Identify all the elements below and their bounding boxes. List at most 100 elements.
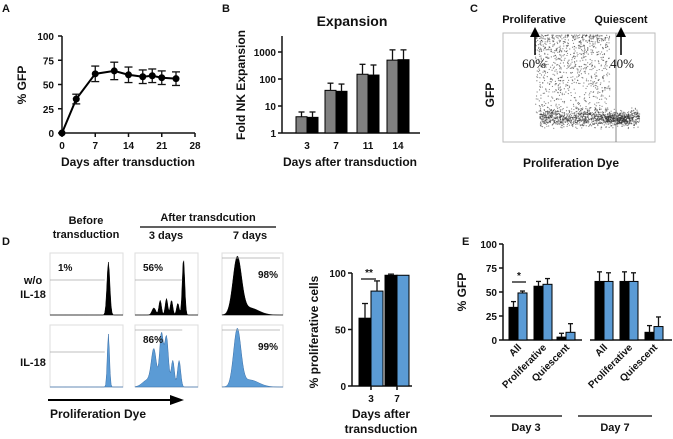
c-scatter-point [588, 109, 590, 111]
c-scatter-point [543, 77, 545, 79]
c-scatter-point [557, 118, 559, 120]
c-scatter-point [564, 38, 566, 41]
c-scatter-point [594, 43, 596, 45]
c-scatter-point [573, 116, 576, 119]
c-scatter-point [626, 117, 628, 119]
a-x-label: Days after transduction [61, 155, 195, 169]
c-scatter-point [569, 67, 571, 69]
c-scatter-point [574, 39, 576, 41]
c-scatter-point [638, 120, 640, 122]
c-scatter-point [555, 116, 557, 118]
c-scatter-point [567, 44, 569, 46]
c-scatter-point [617, 118, 619, 120]
c-scatter-point [597, 42, 599, 44]
c-scatter-point [629, 114, 631, 116]
c-scatter-point [553, 120, 555, 122]
c-scatter-point [608, 39, 610, 41]
c-scatter-point [562, 114, 564, 116]
c-scatter-point [562, 120, 564, 122]
c-scatter-point [588, 36, 590, 38]
c-scatter-point [553, 118, 555, 120]
c-scatter-point [582, 38, 584, 40]
c-scatter-point [626, 114, 628, 117]
c-scatter-point [568, 59, 570, 61]
c-scatter-point [555, 123, 557, 125]
c-scatter-point [567, 42, 569, 44]
c-scatter-point [548, 111, 551, 113]
c-scatter-point [606, 119, 609, 121]
dbar-x-label: Days after [352, 407, 410, 421]
c-scatter-point [579, 70, 582, 72]
c-scatter-point [573, 105, 575, 107]
c-scatter-point [620, 113, 622, 115]
c-scatter-point [598, 112, 600, 114]
c-scatter-point [630, 122, 632, 125]
c-plot-frame [502, 32, 656, 143]
c-scatter-point [633, 109, 635, 112]
c-scatter-point [606, 68, 608, 70]
c-scatter-point [604, 121, 606, 123]
c-scatter-point [584, 72, 586, 74]
c-scatter-point [574, 50, 576, 52]
c-scatter-point [563, 88, 565, 90]
c-scatter-point [540, 121, 542, 123]
c-scatter-point [558, 46, 560, 48]
c-scatter-point [574, 121, 576, 124]
c-scatter-point [550, 114, 552, 116]
c-scatter-point [595, 105, 597, 107]
c-scatter-point [568, 79, 570, 81]
c-scatter-point [606, 116, 608, 118]
c-scatter-point [582, 85, 584, 87]
c-scatter-point [627, 117, 629, 119]
c-scatter-point [566, 114, 569, 116]
c-scatter-point [570, 94, 572, 97]
c-scatter-point [597, 118, 599, 121]
c-scatter-point [581, 108, 584, 111]
c-scatter-point [612, 127, 614, 129]
c-scatter-point [568, 124, 571, 126]
c-scatter-point [570, 119, 572, 121]
c-scatter-point [601, 35, 603, 37]
c-scatter-point [556, 117, 558, 119]
c-scatter-point [550, 56, 552, 58]
c-scatter-point [589, 107, 591, 109]
c-scatter-point [610, 112, 612, 115]
c-scatter-point [543, 79, 546, 82]
c-scatter-point [559, 121, 562, 123]
c-scatter-point [561, 38, 563, 40]
c-scatter-point [590, 49, 592, 51]
c-scatter-point [591, 125, 593, 127]
c-scatter-point [558, 94, 561, 96]
c-scatter-point [552, 97, 554, 99]
c-scatter-point [538, 58, 540, 60]
c-scatter-point [576, 37, 578, 39]
c-scatter-point [585, 55, 587, 58]
d-histogram [134, 331, 198, 388]
c-scatter-point [601, 105, 603, 107]
c-scatter-point [610, 121, 612, 123]
c-scatter-point [543, 47, 546, 50]
b-xtick-label: 3 [304, 141, 310, 152]
c-scatter-point [553, 113, 555, 115]
c-scatter-point [601, 123, 603, 125]
c-scatter-point [567, 66, 569, 69]
c-scatter-point [560, 98, 562, 100]
c-scatter-point [562, 116, 565, 118]
e-group-label: Day 3 [511, 422, 540, 434]
c-scatter-point [547, 39, 549, 41]
e-bar-blue [628, 280, 639, 341]
c-scatter-point [549, 78, 552, 80]
c-scatter-point [540, 36, 542, 38]
c-scatter-point [539, 43, 541, 46]
c-scatter-point [582, 122, 585, 124]
c-scatter-point [625, 116, 627, 118]
c-scatter-point [608, 81, 610, 83]
c-scatter-point [561, 75, 563, 77]
d-percent-label: 86% [143, 335, 163, 346]
c-scatter-point [583, 94, 586, 96]
c-scatter-point [549, 117, 551, 119]
c-scatter-point [545, 89, 547, 91]
c-scatter-point [546, 56, 548, 58]
c-scatter-point [587, 49, 589, 52]
c-scatter-point [581, 57, 583, 59]
